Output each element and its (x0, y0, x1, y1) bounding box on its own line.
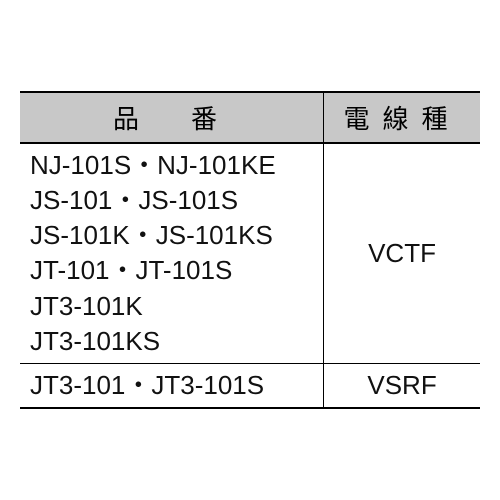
cell-wire: VSRF (324, 363, 480, 408)
partno-line: JT3-101K (30, 289, 313, 324)
cell-partno: NJ-101S・NJ-101KE JS-101・JS-101S JS-101K・… (20, 143, 324, 363)
partno-line: JT3-101・JT3-101S (30, 368, 313, 403)
col-header-partno: 品 番 (20, 92, 324, 143)
partno-line: JT-101・JT-101S (30, 253, 313, 288)
spec-table-container: 品 番 電線種 NJ-101S・NJ-101KE JS-101・JS-101S … (20, 91, 480, 409)
partno-line: NJ-101S・NJ-101KE (30, 148, 313, 183)
table-header-row: 品 番 電線種 (20, 92, 480, 143)
cell-wire: VCTF (324, 143, 480, 363)
partno-line: JS-101・JS-101S (30, 183, 313, 218)
table-row: NJ-101S・NJ-101KE JS-101・JS-101S JS-101K・… (20, 143, 480, 363)
spec-table: 品 番 電線種 NJ-101S・NJ-101KE JS-101・JS-101S … (20, 91, 480, 409)
partno-line: JS-101K・JS-101KS (30, 218, 313, 253)
table-row: JT3-101・JT3-101S VSRF (20, 363, 480, 408)
col-header-wire: 電線種 (324, 92, 480, 143)
cell-partno: JT3-101・JT3-101S (20, 363, 324, 408)
partno-line: JT3-101KS (30, 324, 313, 359)
